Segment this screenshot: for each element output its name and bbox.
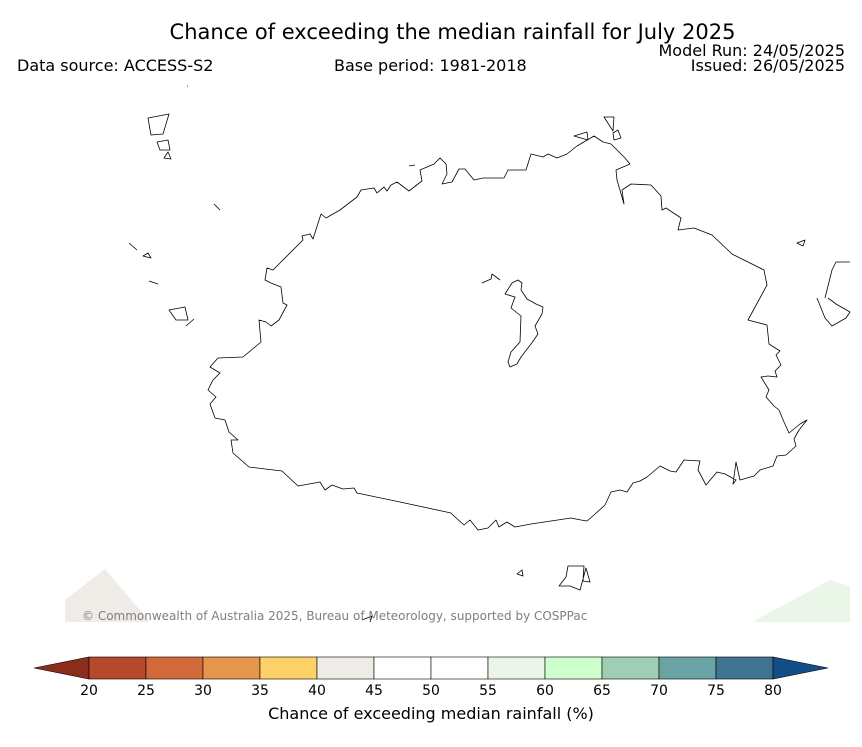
- colorbar-bin: [544, 656, 603, 680]
- islet-nw-2: [156, 139, 171, 151]
- colorbar-tick-label: 75: [707, 683, 725, 699]
- islet-n-1: [408, 164, 416, 167]
- colorbar-tick-label: 70: [650, 683, 668, 699]
- colorbar-tick-label: 60: [536, 683, 554, 699]
- base-period-label: Base period: 1981-2018: [334, 56, 527, 75]
- colorbar-tick-label: 80: [764, 683, 782, 699]
- colorbar-bin: [487, 656, 546, 680]
- colorbar: [33, 656, 829, 680]
- rainfall-map: [65, 85, 851, 623]
- islet-ne-3: [612, 129, 622, 141]
- central-island-outline: [504, 279, 544, 368]
- colorbar-bin: [772, 656, 829, 680]
- island-e-2: [824, 261, 850, 299]
- islet-w-1: [128, 242, 138, 251]
- bottom-right-patch: [752, 580, 850, 622]
- colorbar-bin: [88, 656, 147, 680]
- colorbar-label: Chance of exceeding median rainfall (%): [268, 704, 594, 723]
- map-title: Chance of exceeding the median rainfall …: [169, 20, 736, 44]
- islet-nw-4: [213, 203, 221, 211]
- islet-nw-1: [147, 113, 170, 136]
- islet-w-4: [168, 306, 189, 321]
- bottom-left-patch: [65, 569, 150, 622]
- islet-s-1: [516, 569, 524, 577]
- islet-ne-1: [573, 131, 589, 141]
- colorbar-tick-label: 25: [137, 683, 155, 699]
- issued-label: Issued: 26/05/2025: [690, 56, 845, 75]
- central-islet: [481, 273, 501, 284]
- colorbar-tick-label: 50: [422, 683, 440, 699]
- colorbar-bin: [202, 656, 261, 680]
- colorbar-tick-label: 65: [593, 683, 611, 699]
- main-island-outline: [207, 135, 808, 531]
- islet-nw-3: [163, 151, 172, 160]
- colorbar-bin: [601, 656, 660, 680]
- model-run-label: Model Run: 24/05/2025: [658, 41, 846, 60]
- colorbar-tick-label: 30: [194, 683, 212, 699]
- islet-w-3: [148, 280, 159, 285]
- island-e-3: [816, 297, 851, 327]
- colorbar-bin: [373, 656, 432, 680]
- data-source-label: Data source: ACCESS-S2: [17, 56, 214, 75]
- colorbar-tick-label: 45: [365, 683, 383, 699]
- colorbar-bin: [259, 656, 318, 680]
- colorbar-bin: [715, 656, 774, 680]
- islet-w-5: [185, 318, 195, 327]
- colorbar-tick-label: 35: [251, 683, 269, 699]
- island-s-2: [558, 565, 591, 591]
- copyright-notice: © Commonwealth of Australia 2025, Bureau…: [82, 609, 588, 623]
- colorbar-bin: [316, 656, 375, 680]
- colorbar-bin: [145, 656, 204, 680]
- colorbar-tick-label: 40: [308, 683, 326, 699]
- colorbar-bin: [430, 656, 489, 680]
- colorbar-tick-label: 55: [479, 683, 497, 699]
- colorbar-bin: [658, 656, 717, 680]
- islet-s-3: [361, 615, 373, 623]
- colorbar-bin: [33, 656, 90, 680]
- islet-ne-2: [603, 116, 615, 132]
- islet-e-1: [796, 239, 806, 247]
- colorbar-tick-label: 20: [80, 683, 98, 699]
- islet-w-2: [142, 252, 152, 259]
